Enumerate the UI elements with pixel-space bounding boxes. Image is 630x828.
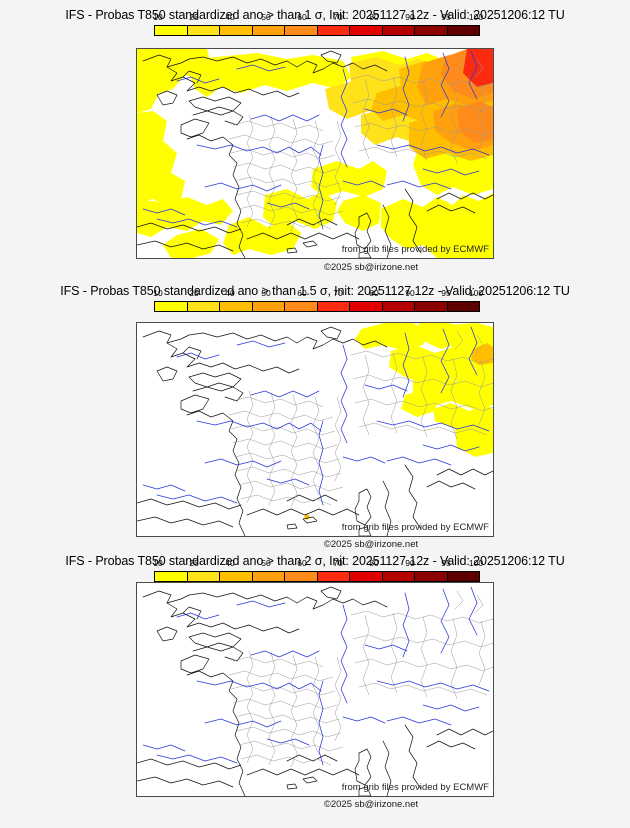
colorbar-swatch — [251, 26, 284, 35]
colorbar-tick: 10 — [153, 288, 163, 298]
colorbar-tick: 25 — [189, 12, 199, 22]
colorbar-tick: 90 — [405, 558, 415, 568]
colorbar-strip — [154, 571, 480, 582]
colorbar-tick: 100 — [468, 558, 484, 568]
colorbar-swatch — [414, 26, 447, 35]
map-2-sigma[interactable]: from grib files provided by ECMWF — [136, 582, 494, 797]
colorbar-swatch — [219, 572, 252, 581]
colorbar-tick-labels: 10 25 40 50 60 70 80 90 95 100 — [153, 288, 484, 300]
colorbar-tick: 50 — [261, 288, 271, 298]
map-canvas — [137, 323, 493, 536]
colorbar-tick-labels: 10 25 40 50 60 70 80 90 95 100 — [153, 558, 484, 570]
copyright-notice: ©2025 sb@irizone.net — [0, 799, 630, 810]
colorbar-swatch — [446, 26, 479, 35]
panel-title: IFS - Probas T850 standardized ano > tha… — [65, 8, 565, 22]
colorbar-tick: 50 — [261, 12, 271, 22]
colorbar-tick: 25 — [189, 288, 199, 298]
panel-title: IFS - Probas T850 standardized ano > tha… — [65, 554, 565, 568]
colorbar-tick: 80 — [369, 288, 379, 298]
map-canvas — [137, 49, 493, 258]
colorbar-swatch — [251, 572, 284, 581]
colorbar-swatch — [316, 26, 349, 35]
colorbar-swatch — [316, 572, 349, 581]
colorbar: 10 25 40 50 60 70 80 90 95 100 — [153, 12, 484, 40]
panel-2-sigma: IFS - Probas T850 standardized ano > tha… — [0, 548, 630, 828]
map-canvas — [137, 583, 493, 796]
colorbar-swatch — [251, 302, 284, 311]
copyright-text: ©2025 sb@irizone.net — [323, 262, 419, 273]
colorbar-tick: 60 — [297, 558, 307, 568]
colorbar-tick: 95 — [441, 12, 451, 22]
colorbar-swatch — [284, 302, 317, 311]
map-1p5-sigma[interactable]: from grib files provided by ECMWF — [136, 322, 494, 537]
colorbar-tick: 60 — [297, 12, 307, 22]
colorbar-swatch — [316, 302, 349, 311]
copyright-notice: ©2025 sb@irizone.net — [0, 262, 630, 273]
copyright-notice: ©2025 sb@irizone.net — [0, 539, 630, 550]
colorbar-tick: 10 — [153, 12, 163, 22]
panel-1p5-sigma: IFS - Probas T850 standardized ano > tha… — [0, 278, 630, 556]
colorbar-tick: 40 — [225, 558, 235, 568]
copyright-text: ©2025 sb@irizone.net — [323, 539, 419, 550]
colorbar-swatch — [155, 302, 187, 311]
colorbar: 10 25 40 50 60 70 80 90 95 100 — [153, 558, 484, 586]
colorbar-strip — [154, 301, 480, 312]
panel-title: IFS - Probas T850 standardized ano > tha… — [60, 284, 570, 298]
colorbar-swatch — [186, 26, 219, 35]
colorbar-swatch — [219, 26, 252, 35]
colorbar-tick: 10 — [153, 558, 163, 568]
colorbar-swatch — [381, 302, 414, 311]
map-svg — [137, 49, 493, 258]
colorbar-tick: 50 — [261, 558, 271, 568]
colorbar: 10 25 40 50 60 70 80 90 95 100 — [153, 288, 484, 316]
colorbar-swatch — [155, 572, 187, 581]
copyright-text: ©2025 sb@irizone.net — [323, 799, 419, 810]
map-source-credit: from grib files provided by ECMWF — [341, 244, 489, 255]
colorbar-swatch — [284, 26, 317, 35]
colorbar-tick: 40 — [225, 288, 235, 298]
map-1-sigma[interactable]: from grib files provided by ECMWF — [136, 48, 494, 259]
colorbar-tick: 40 — [225, 12, 235, 22]
colorbar-tick: 95 — [441, 558, 451, 568]
colorbar-swatch — [414, 572, 447, 581]
colorbar-swatch — [219, 302, 252, 311]
colorbar-tick: 100 — [468, 12, 484, 22]
colorbar-tick: 70 — [333, 288, 343, 298]
panel-1-sigma: IFS - Probas T850 standardized ano > tha… — [0, 0, 630, 278]
colorbar-tick: 70 — [333, 12, 343, 22]
colorbar-tick: 80 — [369, 558, 379, 568]
map-source-credit: from grib files provided by ECMWF — [341, 782, 489, 793]
map-svg — [137, 323, 493, 536]
colorbar-swatch — [155, 26, 187, 35]
colorbar-tick-labels: 10 25 40 50 60 70 80 90 95 100 — [153, 12, 484, 24]
colorbar-swatch — [446, 302, 479, 311]
colorbar-swatch — [349, 302, 382, 311]
colorbar-tick: 90 — [405, 12, 415, 22]
colorbar-tick: 70 — [333, 558, 343, 568]
colorbar-swatch — [446, 572, 479, 581]
colorbar-tick: 80 — [369, 12, 379, 22]
colorbar-swatch — [381, 26, 414, 35]
colorbar-tick: 95 — [441, 288, 451, 298]
colorbar-swatch — [414, 302, 447, 311]
colorbar-tick: 60 — [297, 288, 307, 298]
colorbar-swatch — [381, 572, 414, 581]
map-svg — [137, 583, 493, 796]
colorbar-tick: 25 — [189, 558, 199, 568]
colorbar-tick: 100 — [468, 288, 484, 298]
colorbar-swatch — [349, 572, 382, 581]
map-source-credit: from grib files provided by ECMWF — [341, 522, 489, 533]
colorbar-swatch — [284, 572, 317, 581]
colorbar-swatch — [186, 302, 219, 311]
colorbar-swatch — [349, 26, 382, 35]
colorbar-strip — [154, 25, 480, 36]
colorbar-swatch — [186, 572, 219, 581]
colorbar-tick: 90 — [405, 288, 415, 298]
